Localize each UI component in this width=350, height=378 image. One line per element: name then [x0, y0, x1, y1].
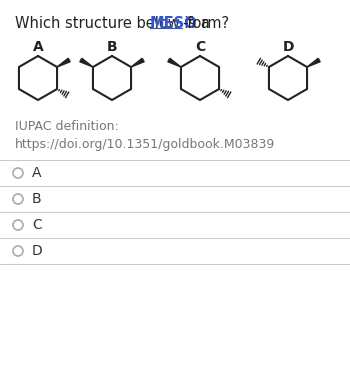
Text: B: B [107, 40, 117, 54]
Text: A: A [33, 40, 43, 54]
Text: A: A [32, 166, 42, 180]
Polygon shape [307, 58, 320, 67]
Polygon shape [131, 58, 144, 67]
Text: C: C [32, 218, 42, 232]
Text: -form?: -form? [182, 16, 229, 31]
Text: B: B [32, 192, 42, 206]
Text: Which structure below is a: Which structure below is a [15, 16, 215, 31]
Text: D: D [32, 244, 43, 258]
Text: C: C [195, 40, 205, 54]
Text: D: D [282, 40, 294, 54]
Polygon shape [80, 58, 93, 67]
Text: MESO: MESO [150, 16, 198, 31]
Polygon shape [57, 58, 70, 67]
Text: IUPAC definition:
https://doi.org/10.1351/goldbook.M03839: IUPAC definition: https://doi.org/10.135… [15, 120, 275, 151]
Polygon shape [168, 58, 181, 67]
